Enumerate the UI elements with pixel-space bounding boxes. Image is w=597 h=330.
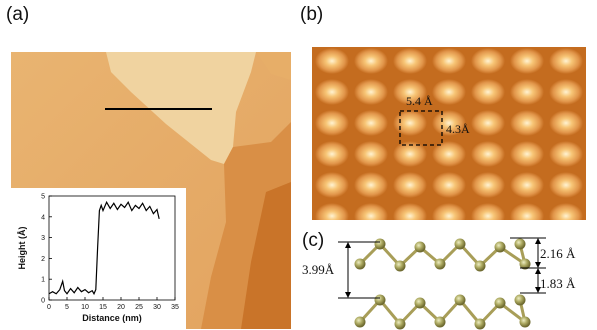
surface-atom [432,172,466,198]
atom [374,238,386,250]
surface-atom [510,79,544,105]
stm-image-atomic: 5.4 Å 4.3Å [312,47,586,220]
surface-atom [549,48,583,74]
cell-height-label: 4.3Å [446,122,470,136]
cell-width-label: 5.4 Å [406,94,433,108]
atom [474,318,486,330]
atom [414,241,426,253]
upper-offset-label: 2.16 Å [540,246,576,261]
x-tick-label: 30 [153,304,161,311]
x-tick-label: 35 [171,304,179,311]
surface-atom [432,203,466,220]
atom [414,297,426,309]
surface-atom [549,110,583,136]
surface-atom [393,172,427,198]
atom [514,294,526,306]
surface-atom [510,172,544,198]
surface-atom [354,79,388,105]
surface-atom [549,79,583,105]
y-tick-label: 5 [41,194,45,201]
surface-atom [510,110,544,136]
plot-frame [48,195,176,301]
height-profile-chart: 0 5 10 15 20 25 30 35 0 1 2 3 4 5 Distance (nm) Heig… [11,188,186,330]
x-tick-label: 5 [65,304,69,311]
y-tick-label: 3 [41,235,45,242]
atom [519,258,531,270]
surface-atom [471,172,505,198]
surface-atom [315,141,349,167]
y-tick-label: 1 [41,277,45,284]
x-tick-label: 15 [99,304,107,311]
surface-atom [432,141,466,167]
surface-atom [432,79,466,105]
upper-layer [354,238,531,272]
surface-atom [510,141,544,167]
surface-atom [315,203,349,220]
atom [494,297,506,309]
unit-cell-box [399,110,443,146]
panel-label-a: (a) [6,4,30,25]
surface-atom [549,141,583,167]
atom [394,318,406,330]
surface-atom [354,48,388,74]
surface-atom [354,172,388,198]
atom [519,316,531,328]
structure-side-view: 3.99Å 2.16 Å 1.83 Å [302,237,576,330]
lower-layer [354,294,531,330]
profile-series-line [48,200,160,296]
surface-atom [315,110,349,136]
surface-atom [315,172,349,198]
atom [354,258,366,270]
y-axis-label: Height (Å) [17,227,27,270]
x-tick-label: 10 [81,304,89,311]
surface-atom [471,48,505,74]
surface-atom [432,110,466,136]
surface-atom [354,110,388,136]
surface-atom [510,203,544,220]
y-tick-label: 4 [41,214,45,221]
surface-atom [471,141,505,167]
atom [514,238,526,250]
atom [454,238,466,250]
atom [394,260,406,272]
surface-atom [432,48,466,74]
panel-label-c: (c) [302,230,325,251]
atom [494,241,506,253]
y-tick-label: 0 [41,298,45,305]
interlayer-distance-label: 3.99Å [302,262,335,277]
x-tick-label: 25 [135,304,143,311]
surface-atom [315,48,349,74]
lower-offset-label: 1.83 Å [540,276,576,291]
x-axis-label: Distance (nm) [82,313,142,323]
surface-atom [393,79,427,105]
surface-atom [393,110,427,136]
atom [434,258,446,270]
surface-atom [393,141,427,167]
atom [474,260,486,272]
atom [354,316,366,328]
atom [434,316,446,328]
atom [454,294,466,306]
surface-atom [354,141,388,167]
atom [374,294,386,306]
panel-label-b: (b) [300,4,324,25]
surface-atom [354,203,388,220]
surface-atom [549,203,583,220]
surface-atom [315,79,349,105]
x-tick-label: 20 [117,304,125,311]
surface-atom [393,203,427,220]
surface-atom [471,110,505,136]
surface-atom [393,48,427,74]
surface-atom [510,48,544,74]
buckling-markers [510,237,546,294]
surface-atom [471,203,505,220]
x-tick-label: 0 [47,304,51,311]
interlayer-distance-marker [338,241,380,299]
surface-atom [549,172,583,198]
y-tick-label: 2 [41,256,45,263]
surface-atom [471,79,505,105]
